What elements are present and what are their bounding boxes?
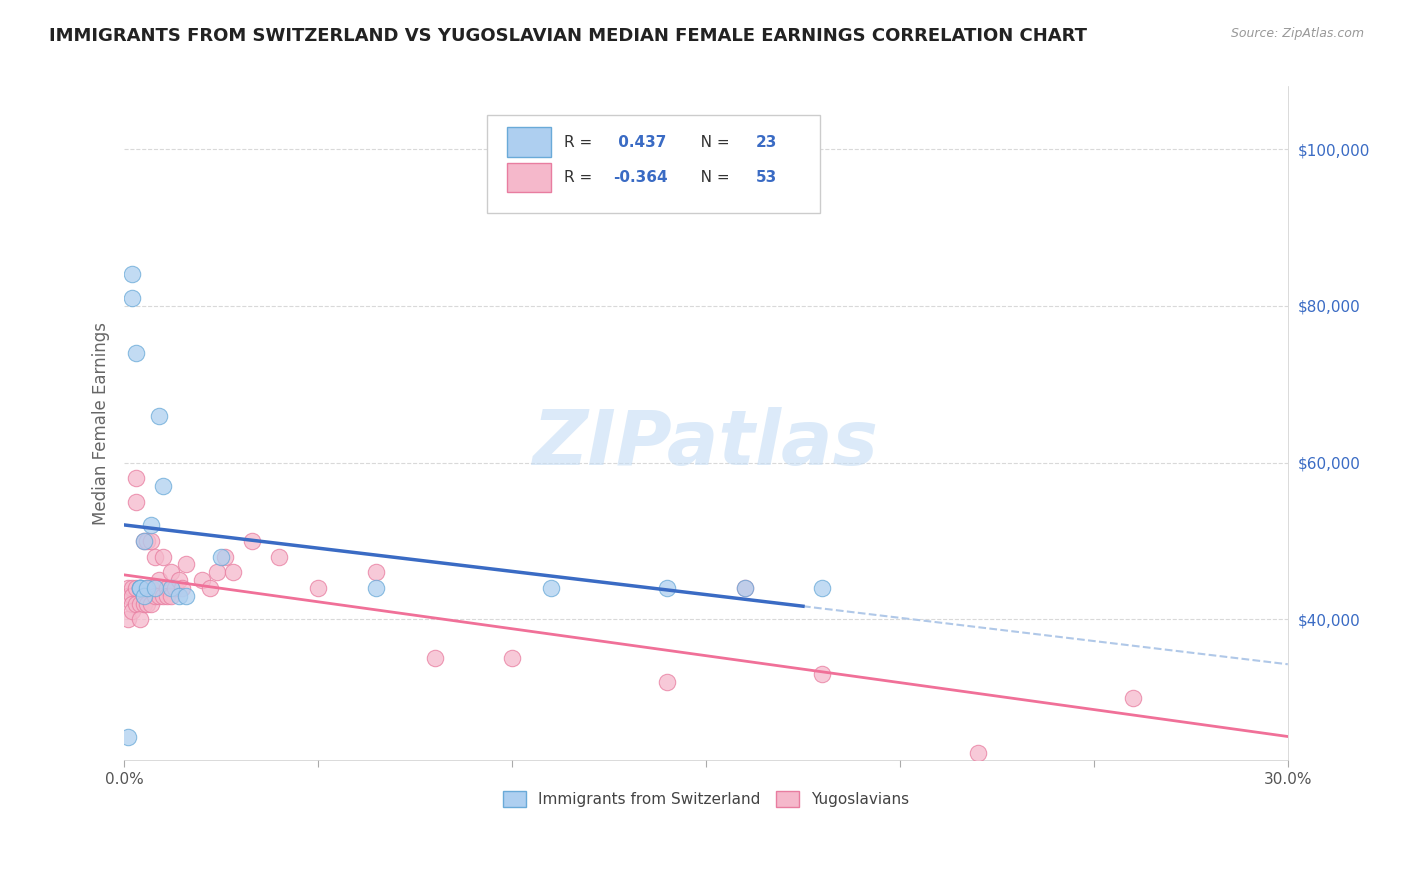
- Point: [141, 597, 163, 611]
- Point: [159, 566, 181, 580]
- Point: [366, 581, 388, 595]
- Point: [152, 549, 174, 564]
- Point: [172, 581, 194, 595]
- Point: [159, 589, 181, 603]
- Point: [167, 573, 190, 587]
- Text: -0.364: -0.364: [613, 169, 668, 185]
- Point: [136, 533, 159, 548]
- Point: [191, 573, 214, 587]
- Text: Source: ZipAtlas.com: Source: ZipAtlas.com: [1230, 27, 1364, 40]
- Point: [125, 346, 148, 360]
- FancyBboxPatch shape: [508, 162, 551, 192]
- Point: [209, 549, 232, 564]
- Point: [222, 566, 245, 580]
- Point: [269, 549, 291, 564]
- Point: [128, 581, 150, 595]
- Text: R =: R =: [564, 169, 598, 185]
- Point: [125, 471, 148, 485]
- Text: 53: 53: [756, 169, 778, 185]
- Point: [240, 533, 263, 548]
- Legend: Immigrants from Switzerland, Yugoslavians: Immigrants from Switzerland, Yugoslavian…: [496, 785, 915, 814]
- Text: N =: N =: [686, 135, 735, 150]
- Point: [207, 566, 229, 580]
- Point: [141, 533, 163, 548]
- Point: [501, 651, 523, 665]
- Point: [121, 581, 143, 595]
- Point: [128, 612, 150, 626]
- Point: [117, 589, 139, 603]
- Text: IMMIGRANTS FROM SWITZERLAND VS YUGOSLAVIAN MEDIAN FEMALE EARNINGS CORRELATION CH: IMMIGRANTS FROM SWITZERLAND VS YUGOSLAVI…: [49, 27, 1087, 45]
- Point: [1122, 690, 1144, 705]
- Point: [156, 581, 179, 595]
- Point: [132, 589, 155, 603]
- Point: [540, 581, 562, 595]
- Point: [121, 589, 143, 603]
- Point: [132, 533, 155, 548]
- Point: [156, 589, 179, 603]
- Point: [128, 581, 150, 595]
- Point: [148, 573, 170, 587]
- Point: [174, 589, 197, 603]
- Point: [143, 549, 166, 564]
- Point: [734, 581, 756, 595]
- Point: [128, 581, 150, 595]
- Y-axis label: Median Female Earnings: Median Female Earnings: [93, 322, 110, 524]
- Point: [132, 533, 155, 548]
- Point: [174, 558, 197, 572]
- Point: [121, 597, 143, 611]
- Point: [163, 581, 186, 595]
- Point: [136, 597, 159, 611]
- Point: [117, 581, 139, 595]
- FancyBboxPatch shape: [488, 115, 820, 213]
- Point: [307, 581, 329, 595]
- Point: [117, 730, 139, 744]
- Point: [141, 518, 163, 533]
- Point: [141, 581, 163, 595]
- Point: [159, 581, 181, 595]
- Text: 23: 23: [756, 135, 778, 150]
- Point: [152, 589, 174, 603]
- Point: [167, 589, 190, 603]
- Point: [657, 675, 679, 690]
- Point: [136, 581, 159, 595]
- Point: [148, 589, 170, 603]
- Point: [121, 291, 143, 305]
- Point: [143, 581, 166, 595]
- Point: [143, 589, 166, 603]
- Point: [132, 597, 155, 611]
- Point: [214, 549, 236, 564]
- Point: [734, 581, 756, 595]
- Point: [136, 581, 159, 595]
- Text: 0.437: 0.437: [613, 135, 666, 150]
- Text: R =: R =: [564, 135, 598, 150]
- Point: [121, 268, 143, 282]
- Point: [811, 581, 834, 595]
- Point: [657, 581, 679, 595]
- Point: [125, 494, 148, 508]
- FancyBboxPatch shape: [508, 128, 551, 157]
- Point: [128, 597, 150, 611]
- Point: [125, 581, 148, 595]
- Text: N =: N =: [686, 169, 735, 185]
- Point: [152, 479, 174, 493]
- Point: [117, 612, 139, 626]
- Point: [423, 651, 446, 665]
- Text: ZIPatlas: ZIPatlas: [533, 407, 879, 481]
- Point: [366, 566, 388, 580]
- Point: [966, 746, 988, 760]
- Point: [148, 409, 170, 423]
- Point: [121, 605, 143, 619]
- Point: [811, 667, 834, 681]
- Point: [198, 581, 221, 595]
- Point: [125, 597, 148, 611]
- Point: [132, 589, 155, 603]
- Point: [128, 581, 150, 595]
